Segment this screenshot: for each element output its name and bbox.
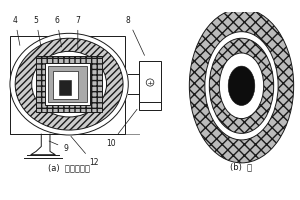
Bar	[48, 66, 86, 102]
Ellipse shape	[15, 38, 123, 130]
Text: 10: 10	[106, 109, 137, 148]
Bar	[36, 56, 102, 112]
Text: 4: 4	[13, 16, 20, 45]
Ellipse shape	[32, 51, 106, 117]
Circle shape	[189, 9, 294, 163]
Bar	[139, 61, 161, 104]
Text: 9: 9	[49, 141, 68, 153]
Bar	[53, 71, 78, 99]
Text: (a)  微波管式炉: (a) 微波管式炉	[48, 164, 90, 173]
Ellipse shape	[10, 33, 128, 135]
Text: 8: 8	[126, 16, 145, 55]
Circle shape	[209, 38, 274, 133]
Bar	[10, 36, 125, 134]
Text: 7: 7	[75, 16, 80, 49]
Circle shape	[219, 53, 264, 119]
Text: (b)  保: (b) 保	[230, 162, 253, 171]
Bar	[45, 63, 90, 105]
Text: 12: 12	[71, 136, 98, 167]
Circle shape	[205, 32, 278, 140]
Text: 6: 6	[55, 16, 62, 47]
Bar	[139, 102, 161, 110]
Circle shape	[228, 66, 255, 105]
Text: 5: 5	[34, 16, 41, 45]
Bar	[59, 80, 71, 95]
